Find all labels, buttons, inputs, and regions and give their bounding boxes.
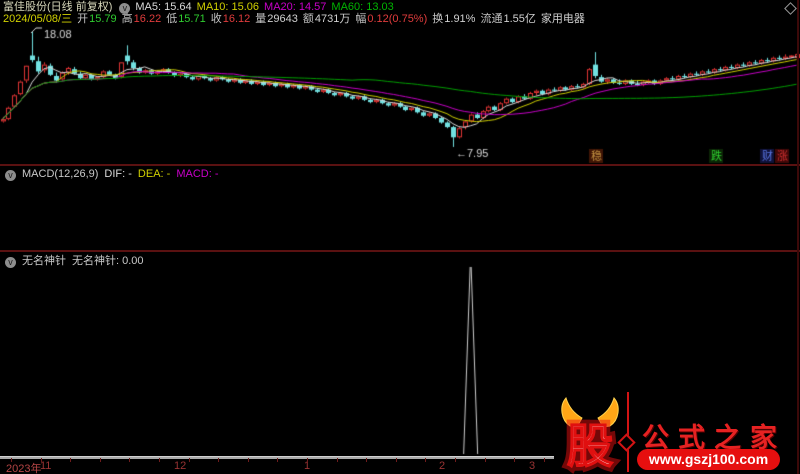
- axis-tick: [544, 458, 545, 462]
- macd-pane-header: v MACD(12,26,9) DIF: - DEA: - MACD: -: [3, 168, 231, 181]
- macd-value: MACD: -: [176, 168, 219, 180]
- bull-stock-badge-icon: 股 股: [556, 396, 624, 474]
- axis-month-label: 12: [174, 460, 187, 472]
- axis-tick: [70, 458, 71, 462]
- macd-collapse-chevron-icon[interactable]: v: [5, 170, 16, 181]
- field-value: 家用电器: [540, 13, 585, 25]
- field-value: 1.91%: [444, 13, 476, 25]
- field-value: 15.79: [89, 13, 117, 25]
- macd-values: DIF: - DEA: - MACD: -: [104, 168, 224, 180]
- field-value: 4731万: [314, 13, 351, 25]
- right-border: [797, 0, 799, 474]
- axis-tick: [11, 458, 12, 462]
- axis-tick: [41, 458, 42, 462]
- axis-tick: [307, 458, 308, 462]
- axis-line: [0, 456, 554, 459]
- field-value: 0.12(0.75%): [367, 13, 428, 25]
- site-name: 公式之家: [642, 423, 786, 453]
- logo-divider: [627, 392, 629, 472]
- kline-chart-canvas[interactable]: [0, 26, 800, 164]
- signal-name: 无名神针: [22, 255, 66, 267]
- field-label: 收: [210, 13, 222, 25]
- field-label: 流通: [480, 13, 503, 25]
- signal-value: 无名神针: 0.00: [72, 255, 144, 267]
- kline-collapse-chevron-icon[interactable]: v: [119, 3, 131, 14]
- macd-pane-body[interactable]: [0, 182, 800, 248]
- field-value: 16.22: [133, 13, 162, 25]
- field-value: 15.71: [178, 13, 206, 25]
- axis-tick: [485, 458, 486, 462]
- header-line2: 2024/05/08/三 开15.79 高16.22 低15.71 收16.12 量296…: [3, 13, 595, 25]
- macd-value: DEA: -: [137, 168, 171, 180]
- axis-tick: [396, 458, 397, 462]
- macd-value: DIF: -: [104, 168, 132, 180]
- axis-tick: [337, 458, 338, 462]
- ma-value: MA5: 15.64: [135, 1, 192, 13]
- axis-tick: [248, 458, 249, 462]
- field-label: 开: [77, 13, 89, 25]
- pane-separator: [0, 164, 800, 166]
- header-line2-fields: 开15.79 高16.22 低15.71 收16.12 量29643 额4731万 幅0.1…: [77, 13, 590, 25]
- ma-value: MA20: 14.57: [264, 1, 327, 13]
- signal-pane-header: v 无名神针 无名神针: 0.00: [3, 255, 150, 268]
- axis-tick: [277, 458, 278, 462]
- signal-pane-canvas[interactable]: [0, 265, 800, 455]
- axis-month-label: 11: [40, 460, 52, 472]
- site-url-pill: www.gszj100.com: [637, 449, 780, 470]
- field-label: 换: [432, 13, 444, 25]
- axis-tick: [100, 458, 101, 462]
- header-line1: 富佳股份(日线 前复权) v MA5: 15.64 MA10: 15.06 MA20: …: [3, 1, 404, 14]
- axis-tick: [159, 458, 160, 462]
- axis-month-label: 1: [304, 460, 311, 472]
- field-label: 高: [121, 13, 133, 25]
- axis-month-label: 2: [439, 460, 446, 472]
- ma-values: MA5: 15.64 MA10: 15.06 MA20: 14.57 MA60: 13…: [135, 1, 398, 13]
- axis-year-label: 2023年: [6, 463, 42, 474]
- field-value: 29643: [267, 13, 298, 25]
- badge-glow: 股: [567, 420, 613, 472]
- field-value: 1.55亿: [503, 13, 536, 25]
- pane-separator: [0, 250, 800, 252]
- field-label: 量: [255, 13, 267, 25]
- axis-tick: [425, 458, 426, 462]
- field-label: 幅: [355, 13, 367, 25]
- field-label: 低: [166, 13, 178, 25]
- badge-char: 股: [567, 420, 613, 472]
- axis-tick: [514, 458, 515, 462]
- ma-value: MA10: 15.06: [196, 1, 260, 13]
- ma-value: MA60: 13.03: [331, 1, 394, 13]
- axis-tick: [366, 458, 367, 462]
- stock-title: 富佳股份(日线 前复权): [3, 1, 113, 13]
- axis-tick: [129, 458, 130, 462]
- date-label: 2024/05/08/三: [3, 13, 73, 25]
- maximize-diamond-icon[interactable]: [784, 2, 797, 15]
- macd-name: MACD(12,26,9): [22, 168, 99, 180]
- axis-tick: [218, 458, 219, 462]
- field-value: 16.12: [222, 13, 251, 25]
- axis-tick: [455, 458, 456, 462]
- axis-tick: [189, 458, 190, 462]
- axis-month-label: 3: [529, 460, 536, 472]
- field-label: 额: [302, 13, 314, 25]
- signal-collapse-chevron-icon[interactable]: v: [5, 257, 16, 268]
